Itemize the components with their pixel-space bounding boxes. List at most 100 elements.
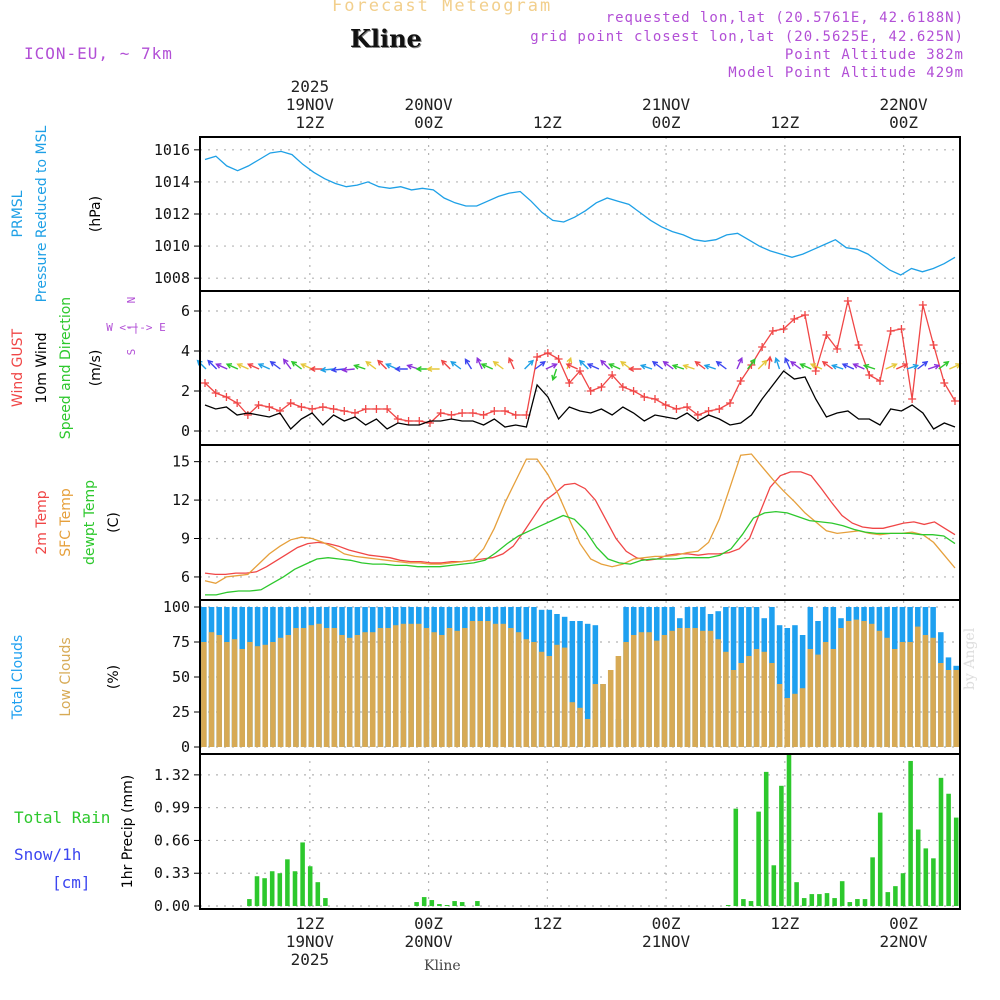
temperature-line-sfc-temp: [204, 453, 956, 584]
clouds-bar-low-clouds: [554, 644, 560, 747]
precip-bar-total-rain: [437, 904, 442, 907]
wind-direction-arrow: [545, 363, 558, 370]
clouds-bar-low-clouds: [523, 639, 530, 747]
clouds-bar-low-clouds: [600, 684, 606, 747]
clouds-bar-low-clouds: [930, 637, 936, 747]
gust-marker: [768, 327, 777, 335]
gust-marker: [640, 393, 649, 401]
gust-marker: [908, 395, 917, 403]
clouds-bar-low-clouds: [707, 630, 714, 747]
clouds-bar-low-clouds: [945, 670, 952, 747]
clouds-bar-low-clouds: [531, 642, 537, 747]
clouds-bar-low-clouds: [331, 628, 338, 747]
precip-bar-total-rain: [733, 808, 739, 907]
pressure-y-tick-label: 1010: [154, 237, 190, 255]
clouds-bar-low-clouds: [730, 670, 737, 747]
bottom-time-tick-label: 2025: [291, 950, 330, 969]
clouds-bar-low-clouds: [285, 635, 292, 747]
clouds-bar-low-clouds: [769, 663, 775, 747]
wind-direction-arrow: [694, 360, 706, 370]
wind-direction-arrow: [799, 363, 812, 370]
wind-direction-arrow: [551, 368, 558, 382]
precip-bar-total-rain: [452, 901, 457, 907]
clouds-bar-low-clouds: [477, 621, 483, 747]
clouds-bar-low-clouds: [369, 632, 376, 747]
precip-bar-total-rain: [285, 859, 290, 907]
precip-bar-total-rain: [786, 754, 792, 907]
precip-bar-total-rain: [748, 901, 754, 907]
precip-bar-total-rain: [421, 897, 427, 907]
wind-direction-arrow: [394, 365, 408, 373]
gust-marker: [618, 383, 627, 391]
clouds-bar-total-clouds: [569, 621, 576, 747]
precip-bar-total-rain: [870, 857, 875, 907]
clouds-bar-low-clouds: [500, 623, 506, 747]
top-time-tick-label: 20NOV: [405, 95, 454, 114]
wind-direction-arrow: [269, 360, 281, 370]
precip-bar-total-rain: [809, 894, 815, 907]
wind-direction-arrow: [440, 359, 451, 370]
wind-axis-label: Wind GUST: [10, 328, 26, 407]
gridlines: [200, 137, 960, 909]
gust-marker: [511, 411, 520, 419]
data-layer: [196, 150, 962, 907]
clouds-bar-low-clouds: [416, 623, 422, 747]
gust-marker: [865, 371, 874, 379]
wind-direction-arrow: [608, 363, 621, 370]
wind-axis-label: Speed and Direction: [58, 297, 74, 439]
clouds-axis-label: Low Clouds: [58, 637, 74, 716]
clouds-bar-low-clouds: [884, 637, 890, 747]
clouds-bar-low-clouds: [216, 635, 222, 747]
wind-direction-arrow: [715, 360, 727, 370]
wind-y-tick-label: 6: [181, 302, 190, 320]
gust-marker: [318, 403, 327, 411]
gust-marker: [222, 393, 231, 401]
gust-marker: [393, 415, 402, 423]
wind-direction-arrow: [290, 360, 302, 370]
clouds-bar-low-clouds: [277, 637, 284, 747]
clouds-bar-low-clouds: [577, 707, 583, 747]
top-time-tick-label: 00Z: [889, 113, 918, 132]
clouds-bar-low-clouds: [362, 632, 368, 747]
precip-bar-total-rain: [262, 878, 267, 907]
gust-marker: [565, 379, 574, 387]
precip-axis-label: 1hr Precip (mm): [120, 775, 136, 888]
wind-direction-arrow: [938, 360, 950, 370]
precip-bar-total-rain: [794, 882, 799, 907]
wind-direction-arrow: [917, 360, 929, 370]
clouds-bar-low-clouds: [316, 623, 322, 747]
gust-marker: [693, 411, 702, 419]
clouds-bar-low-clouds: [669, 630, 675, 747]
clouds-bar-low-clouds: [515, 632, 522, 747]
precip-bar-total-rain: [300, 842, 305, 907]
gust-marker: [833, 345, 842, 353]
gust-marker: [918, 301, 927, 309]
clouds-bar-low-clouds: [561, 647, 568, 747]
precip-bar-total-rain: [475, 901, 480, 907]
wind-direction-arrow: [534, 360, 546, 370]
precip-bar-total-rain: [953, 817, 959, 907]
point-altitude: Point Altitude 382m: [784, 47, 964, 63]
wind-direction-arrow: [766, 355, 773, 370]
clouds-bar-low-clouds: [239, 649, 245, 747]
clouds-bar-low-clouds: [607, 670, 614, 747]
wind-direction-arrow: [885, 363, 898, 370]
clouds-bar-low-clouds: [677, 628, 683, 747]
bottom-time-tick-label: 00Z: [414, 914, 443, 933]
wind-direction-arrow: [703, 363, 716, 370]
gust-marker: [201, 379, 209, 387]
clouds-bar-low-clouds: [845, 621, 852, 747]
precip-bar-total-rain: [839, 881, 845, 907]
top-time-tick-label: 00Z: [652, 113, 681, 132]
bottom-time-tick-label: 12Z: [533, 914, 562, 933]
clouds-bar-low-clouds: [861, 621, 867, 747]
chart-title: Forecast Meteogram: [332, 0, 553, 16]
gust-marker: [811, 367, 820, 375]
wind-direction-arrow: [282, 358, 292, 370]
gust-marker: [790, 315, 799, 323]
clouds-bar-low-clouds: [485, 621, 491, 747]
clouds-bar-low-clouds: [247, 642, 253, 747]
gust-marker: [672, 405, 681, 413]
clouds-bar-low-clouds: [615, 656, 622, 747]
wind-direction-arrow: [927, 363, 941, 370]
